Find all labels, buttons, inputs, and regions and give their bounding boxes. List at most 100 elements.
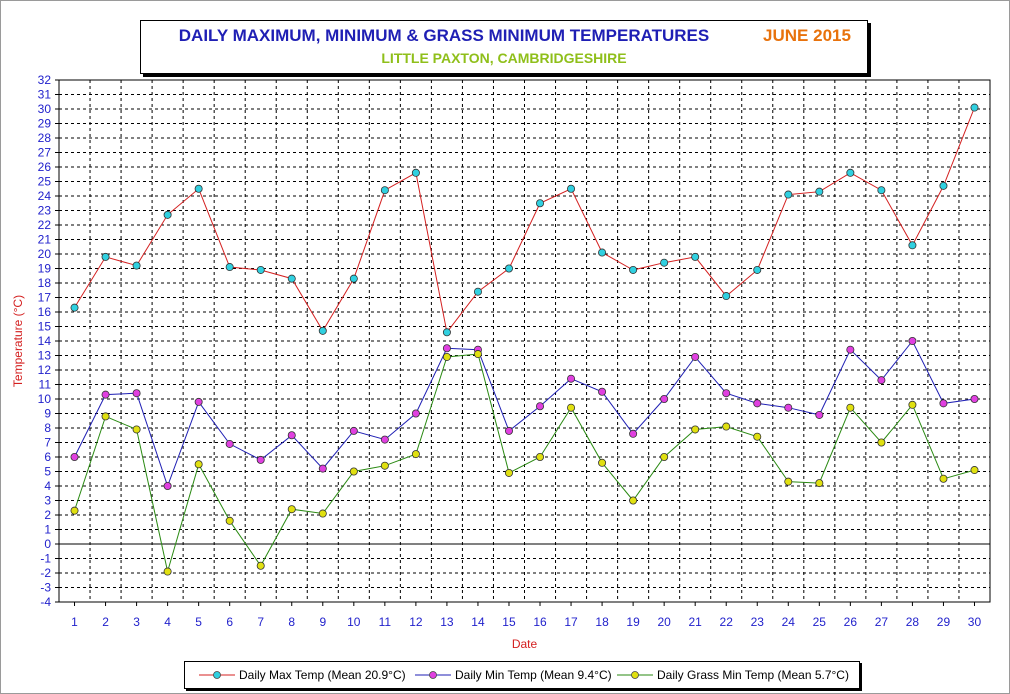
data-point	[877, 186, 886, 195]
y-tick-label: -3	[40, 581, 51, 595]
series-line	[74, 353, 975, 572]
data-point	[380, 435, 389, 444]
x-tick-label: 14	[471, 615, 485, 629]
x-tick-label: 22	[720, 615, 734, 629]
data-point	[442, 352, 451, 361]
data-point	[287, 274, 296, 283]
data-point	[442, 344, 451, 353]
data-point	[225, 516, 234, 525]
y-tick-label: -1	[40, 552, 51, 566]
x-tick-label: 16	[533, 615, 547, 629]
data-point	[536, 402, 545, 411]
data-point	[318, 509, 327, 518]
data-point	[536, 452, 545, 461]
data-point	[473, 287, 482, 296]
y-tick-label: 20	[38, 247, 52, 261]
data-point	[629, 429, 638, 438]
x-tick-label: 30	[968, 615, 982, 629]
data-point	[101, 252, 110, 261]
y-tick-label: 12	[38, 363, 52, 377]
y-tick-label: 0	[44, 537, 51, 551]
data-point	[660, 452, 669, 461]
data-point	[442, 328, 451, 337]
data-point	[411, 168, 420, 177]
y-tick-label: -4	[40, 595, 51, 609]
y-tick-label: 31	[38, 88, 52, 102]
data-point	[194, 397, 203, 406]
data-point	[70, 506, 79, 515]
data-point	[101, 390, 110, 399]
data-point	[256, 455, 265, 464]
axes: -4-3-2-101234567891011121314151617181920…	[11, 73, 991, 651]
data-point	[939, 399, 948, 408]
x-tick-label: 19	[626, 615, 640, 629]
y-tick-label: 5	[44, 465, 51, 479]
data-point	[536, 199, 545, 208]
data-point	[567, 184, 576, 193]
y-tick-label: 2	[44, 508, 51, 522]
y-tick-label: 4	[44, 479, 51, 493]
data-point	[70, 452, 79, 461]
y-tick-label: 26	[38, 160, 52, 174]
data-point	[970, 466, 979, 475]
data-point	[815, 187, 824, 196]
x-tick-label: 23	[751, 615, 765, 629]
x-tick-label: 8	[288, 615, 295, 629]
data-point	[132, 389, 141, 398]
series	[70, 103, 979, 576]
y-tick-label: 3	[44, 494, 51, 508]
y-tick-label: 7	[44, 436, 51, 450]
y-tick-label: 9	[44, 407, 51, 421]
data-point	[567, 374, 576, 383]
x-tick-label: 25	[813, 615, 827, 629]
x-tick-label: 4	[164, 615, 171, 629]
data-point	[784, 190, 793, 199]
data-point	[691, 252, 700, 261]
y-tick-label: 27	[38, 146, 52, 160]
y-tick-label: 19	[38, 262, 52, 276]
data-point	[908, 241, 917, 250]
y-tick-label: 10	[38, 392, 52, 406]
x-tick-label: 11	[379, 615, 392, 629]
data-point	[194, 184, 203, 193]
data-point	[504, 426, 513, 435]
x-tick-label: 28	[906, 615, 920, 629]
data-point	[163, 481, 172, 490]
data-point	[970, 103, 979, 112]
data-point	[163, 567, 172, 576]
data-point	[846, 168, 855, 177]
legend: Daily Max Temp (Mean 20.9°C) Daily Min T…	[184, 661, 860, 689]
data-point	[877, 376, 886, 385]
x-tick-label: 7	[257, 615, 264, 629]
data-point	[101, 412, 110, 421]
data-point	[908, 400, 917, 409]
data-point	[753, 265, 762, 274]
data-point	[598, 248, 607, 257]
x-tick-label: 26	[844, 615, 858, 629]
title-box: DAILY MAXIMUM, MINIMUM & GRASS MINIMUM T…	[140, 20, 868, 74]
y-tick-label: 16	[38, 305, 52, 319]
y-tick-label: 21	[38, 233, 52, 247]
y-tick-label: 17	[38, 291, 52, 305]
y-tick-label: 22	[38, 218, 52, 232]
data-point	[722, 422, 731, 431]
series-line	[74, 107, 975, 334]
data-point	[939, 474, 948, 483]
data-point	[784, 403, 793, 412]
legend-label-grass: Daily Grass Min Temp (Mean 5.7°C)	[657, 668, 849, 682]
y-tick-label: -2	[40, 566, 51, 580]
y-tick-label: 25	[38, 175, 52, 189]
data-point	[722, 389, 731, 398]
data-point	[349, 467, 358, 476]
data-point	[349, 274, 358, 283]
data-point	[753, 399, 762, 408]
data-point	[691, 425, 700, 434]
data-point	[660, 258, 669, 267]
data-point	[318, 464, 327, 473]
data-point	[504, 264, 513, 273]
x-tick-label: 24	[782, 615, 796, 629]
x-tick-label: 20	[657, 615, 671, 629]
chart-period: JUNE 2015	[763, 26, 851, 45]
data-point	[70, 303, 79, 312]
data-point	[132, 425, 141, 434]
